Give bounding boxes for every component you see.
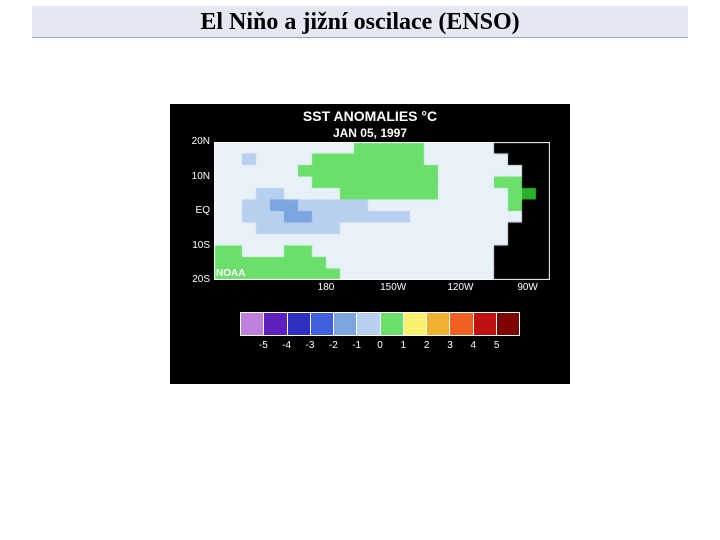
colorbar: -5 -4 -3 -2 -1 0 1 2 3 4 5 xyxy=(240,312,520,364)
colorbar-segment xyxy=(450,313,473,335)
colorbar-tick: -5 xyxy=(259,340,268,351)
slide-title: El Niňo a jižní oscilace (ENSO) xyxy=(32,6,688,38)
x-tick: 150W xyxy=(373,282,413,293)
sst-anomaly-figure: SST ANOMALIES °C JAN 05, 1997 20N10NEQ10… xyxy=(170,104,570,384)
colorbar-segment xyxy=(264,313,287,335)
colorbar-tick: -2 xyxy=(329,340,338,351)
colorbar-tick: -4 xyxy=(282,340,291,351)
noaa-label: NOAA xyxy=(216,268,245,279)
colorbar-tick: 4 xyxy=(471,340,477,351)
map-area xyxy=(214,142,550,280)
colorbar-tick: 3 xyxy=(447,340,453,351)
y-tick: EQ xyxy=(180,205,210,216)
colorbar-segment xyxy=(381,313,404,335)
colorbar-segment xyxy=(241,313,264,335)
x-tick: 90W xyxy=(508,282,548,293)
x-tick: 180 xyxy=(306,282,346,293)
colorbar-tick: 2 xyxy=(424,340,430,351)
colorbar-tick: 0 xyxy=(377,340,383,351)
colorbar-tick: 1 xyxy=(401,340,407,351)
y-tick: 20S xyxy=(180,274,210,285)
colorbar-tick: -1 xyxy=(352,340,361,351)
colorbar-tick: 5 xyxy=(494,340,500,351)
figure-title: SST ANOMALIES °C xyxy=(170,108,570,124)
colorbar-segment xyxy=(311,313,334,335)
figure-date: JAN 05, 1997 xyxy=(170,126,570,140)
colorbar-segments xyxy=(240,312,520,336)
slide: El Niňo a jižní oscilace (ENSO) SST ANOM… xyxy=(0,0,720,540)
colorbar-segment xyxy=(357,313,380,335)
colorbar-segment xyxy=(427,313,450,335)
anomaly-heatmap xyxy=(214,142,550,280)
colorbar-tick: -3 xyxy=(306,340,315,351)
x-tick: 120W xyxy=(440,282,480,293)
colorbar-segment xyxy=(288,313,311,335)
y-tick: 10S xyxy=(180,240,210,251)
colorbar-ticks: -5 -4 -3 -2 -1 0 1 2 3 4 5 xyxy=(240,336,520,356)
y-tick: 20N xyxy=(180,136,210,147)
colorbar-segment xyxy=(334,313,357,335)
colorbar-segment xyxy=(497,313,519,335)
colorbar-segment xyxy=(404,313,427,335)
colorbar-segment xyxy=(474,313,497,335)
y-tick: 10N xyxy=(180,171,210,182)
